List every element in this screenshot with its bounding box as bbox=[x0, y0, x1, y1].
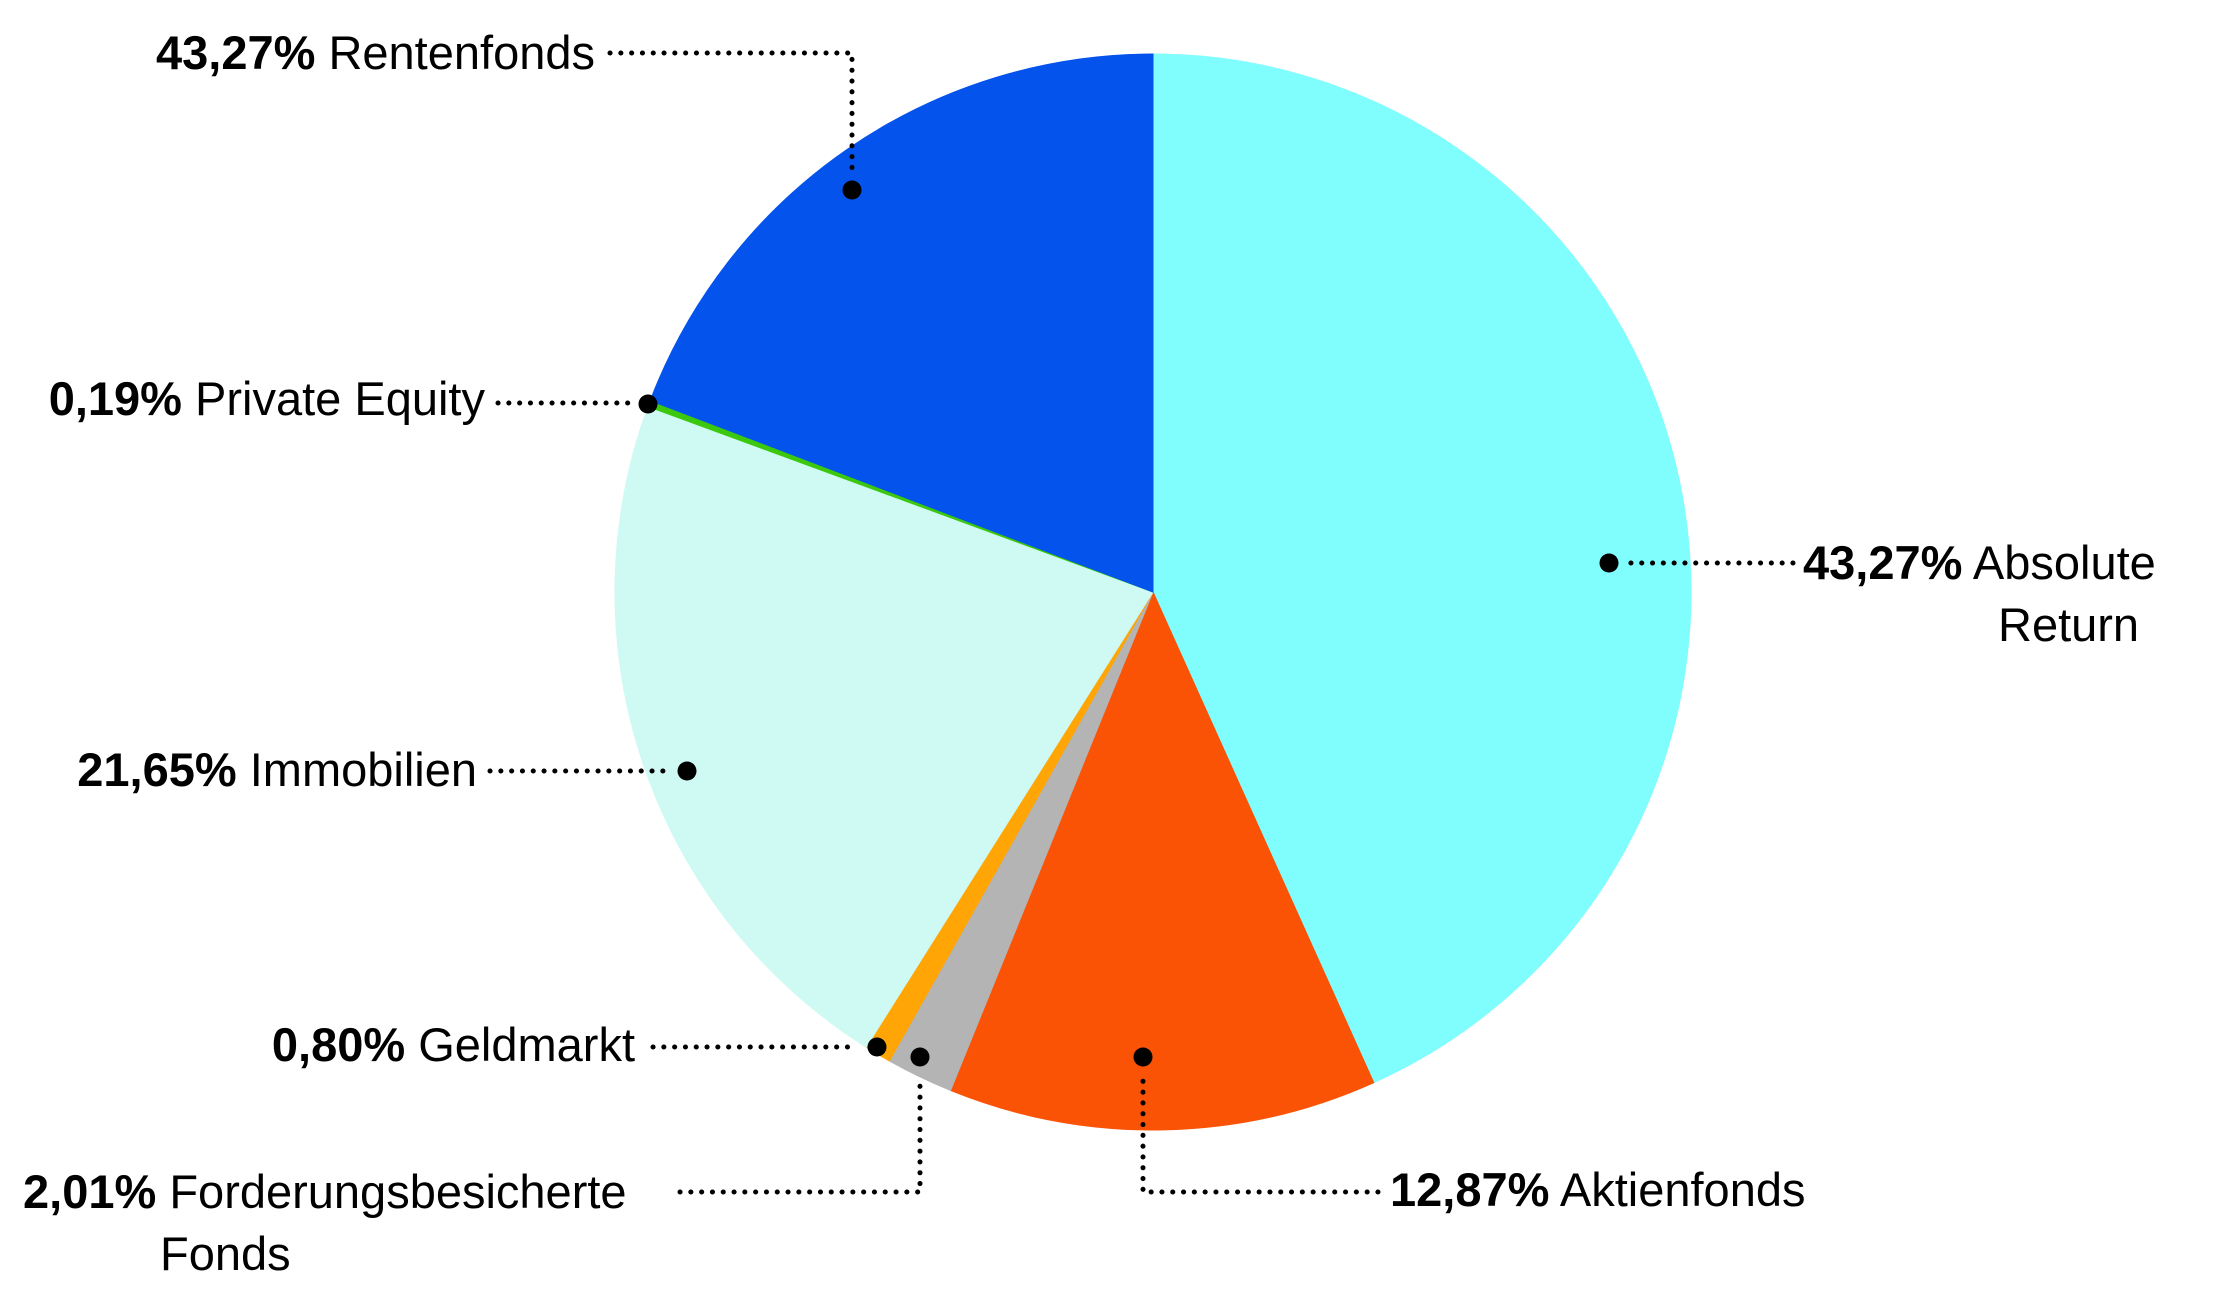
label-absolute-return-line2: Return bbox=[1998, 598, 2140, 651]
label-rentenfonds-name: Rentenfonds bbox=[328, 26, 595, 79]
leader-dot-private-equity bbox=[638, 394, 658, 414]
label-geldmarkt: 0,80% Geldmarkt bbox=[272, 1014, 635, 1076]
label-rentenfonds-percent: 43,27% bbox=[155, 26, 316, 79]
label-absolute-return-percent: 43,27% bbox=[1803, 536, 1963, 589]
leader-line-forderungsbesicherte-fonds bbox=[677, 1073, 923, 1195]
pie-slice-immobilien bbox=[614, 405, 1154, 1048]
label-absolute-return-line1: 43,27% Absolute bbox=[1803, 532, 2156, 594]
label-immobilien-percent: 21,65% bbox=[77, 743, 237, 796]
label-private-equity-percent: 0,19% bbox=[48, 372, 182, 425]
label-private-equity: 0,19% Private Equity bbox=[49, 368, 485, 430]
label-private-equity-name: Private Equity bbox=[195, 372, 485, 425]
label-geldmarkt-percent: 0,80% bbox=[271, 1018, 406, 1071]
label-rentenfonds: 43,27% Rentenfonds bbox=[156, 22, 595, 84]
label-forderungsbesicherte-fonds: 2,01% Forderungsbesicherte Fonds bbox=[23, 1161, 627, 1285]
leader-line-rentenfonds bbox=[607, 50, 855, 175]
pie-slice-absolute-return bbox=[1152, 53, 1692, 1084]
pie-slice-aktienfonds bbox=[949, 590, 1375, 1131]
label-forderungsbesicherte-percent: 2,01% bbox=[23, 1165, 157, 1218]
leader-dot-aktienfonds bbox=[1133, 1047, 1153, 1067]
label-forderungsbesicherte-line2: Fonds bbox=[160, 1227, 291, 1280]
leader-dot-forderungsbesicherte-fonds bbox=[910, 1047, 930, 1067]
label-aktienfonds-name: Aktienfonds bbox=[1559, 1163, 1806, 1216]
leader-line-aktienfonds bbox=[1140, 1069, 1381, 1195]
label-forderungsbesicherte-name: Forderungsbesicherte bbox=[169, 1165, 627, 1218]
leader-dot-immobilien bbox=[677, 761, 697, 781]
label-absolute-return-name: Absolute bbox=[1972, 536, 2156, 589]
label-forderungsbesicherte-line1: 2,01% Forderungsbesicherte bbox=[23, 1161, 627, 1223]
label-geldmarkt-name: Geldmarkt bbox=[418, 1018, 635, 1071]
label-immobilien-name: Immobilien bbox=[249, 743, 477, 796]
leader-dot-geldmarkt bbox=[867, 1037, 887, 1057]
label-immobilien: 21,65% Immobilien bbox=[77, 739, 477, 801]
label-absolute-return: 43,27% Absolute Return bbox=[1803, 532, 2156, 656]
label-aktienfonds-percent: 12,87% bbox=[1390, 1163, 1550, 1216]
leader-dot-rentenfonds bbox=[842, 180, 862, 200]
label-aktienfonds: 12,87% Aktienfonds bbox=[1390, 1159, 1805, 1221]
leader-dot-absolute-return bbox=[1599, 553, 1619, 573]
pie-slice-rentenfonds bbox=[649, 53, 1154, 593]
